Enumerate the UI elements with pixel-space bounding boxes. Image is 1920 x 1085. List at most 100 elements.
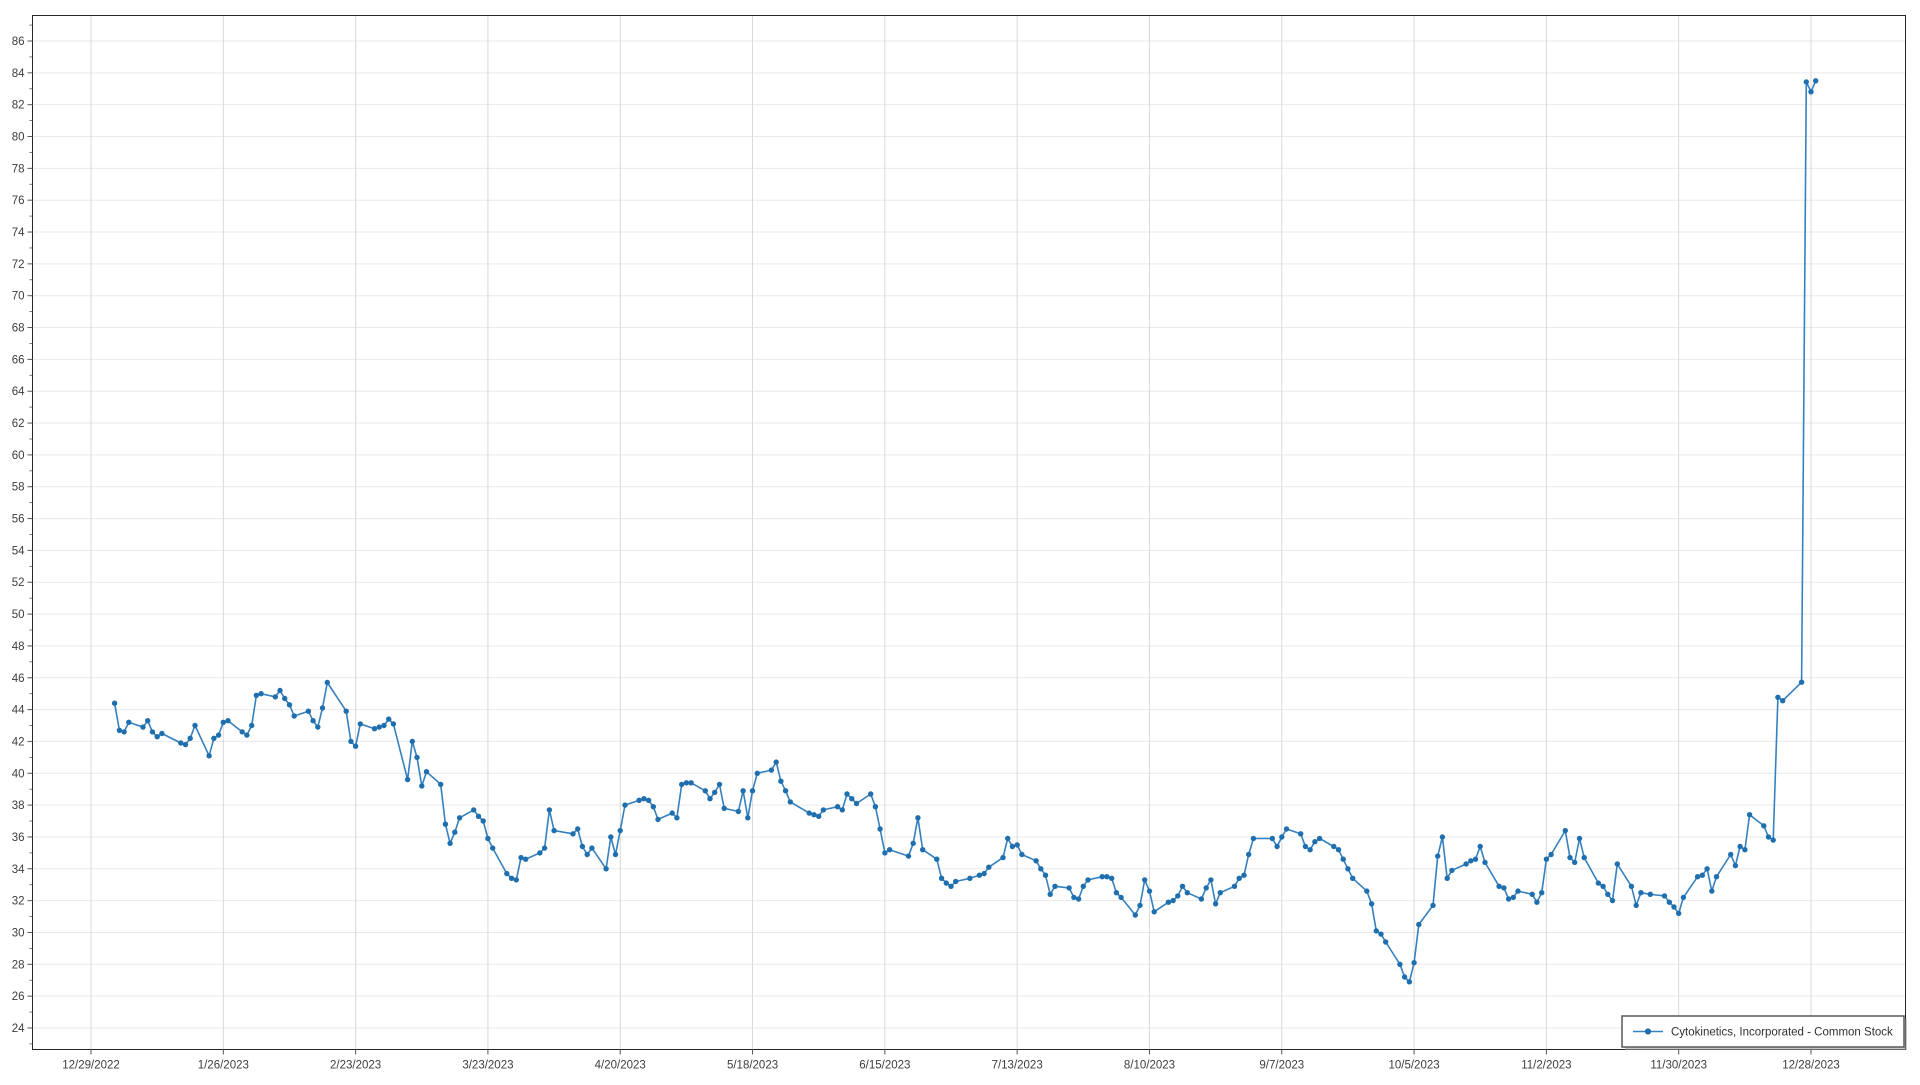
- data-point[interactable]: [1633, 902, 1639, 909]
- data-point[interactable]: [140, 724, 146, 730]
- data-point[interactable]: [1283, 826, 1290, 832]
- data-point[interactable]: [149, 729, 156, 735]
- data-point[interactable]: [1246, 851, 1252, 858]
- data-point[interactable]: [1704, 866, 1710, 872]
- data-point[interactable]: [1198, 896, 1205, 902]
- data-point[interactable]: [1217, 890, 1224, 896]
- data-point[interactable]: [116, 727, 123, 733]
- data-point[interactable]: [1080, 883, 1087, 889]
- data-point[interactable]: [485, 835, 491, 842]
- data-point[interactable]: [1368, 901, 1375, 907]
- data-point[interactable]: [442, 821, 449, 827]
- data-point[interactable]: [1208, 877, 1214, 883]
- data-point[interactable]: [310, 718, 316, 724]
- data-point[interactable]: [967, 875, 973, 881]
- data-point[interactable]: [546, 807, 553, 813]
- data-point[interactable]: [1146, 888, 1153, 894]
- data-point[interactable]: [910, 840, 916, 846]
- data-point[interactable]: [603, 866, 609, 872]
- data-point[interactable]: [324, 679, 330, 686]
- legend-box[interactable]: [1621, 1015, 1905, 1048]
- data-point[interactable]: [404, 776, 411, 783]
- data-point[interactable]: [1241, 872, 1247, 878]
- data-point[interactable]: [976, 872, 983, 878]
- data-point[interactable]: [1510, 894, 1517, 901]
- data-point[interactable]: [1614, 861, 1621, 867]
- data-point[interactable]: [721, 805, 727, 811]
- data-point[interactable]: [154, 734, 160, 740]
- data-point[interactable]: [376, 724, 382, 730]
- data-point[interactable]: [1085, 877, 1091, 883]
- data-point[interactable]: [749, 788, 756, 794]
- data-point[interactable]: [1534, 899, 1540, 905]
- data-point[interactable]: [1075, 896, 1082, 902]
- data-point[interactable]: [471, 807, 477, 813]
- data-point[interactable]: [1316, 835, 1323, 842]
- data-point[interactable]: [688, 780, 694, 786]
- data-point[interactable]: [1576, 835, 1583, 842]
- data-point[interactable]: [1628, 883, 1635, 889]
- data-point[interactable]: [1728, 851, 1734, 858]
- data-point[interactable]: [513, 877, 519, 883]
- data-point[interactable]: [1548, 851, 1554, 858]
- data-point[interactable]: [1142, 877, 1148, 883]
- data-point[interactable]: [1302, 843, 1309, 850]
- data-point[interactable]: [1279, 834, 1285, 840]
- data-point[interactable]: [1501, 885, 1507, 891]
- data-point[interactable]: [834, 804, 841, 810]
- data-point[interactable]: [1515, 888, 1521, 894]
- data-point[interactable]: [1052, 883, 1058, 889]
- data-point[interactable]: [206, 753, 212, 759]
- data-point[interactable]: [239, 729, 245, 735]
- data-point[interactable]: [1373, 928, 1380, 934]
- data-point[interactable]: [877, 826, 883, 832]
- data-point[interactable]: [1113, 890, 1120, 896]
- data-point[interactable]: [1350, 875, 1356, 881]
- data-point[interactable]: [1581, 854, 1587, 861]
- data-point[interactable]: [1312, 839, 1318, 845]
- data-point[interactable]: [390, 721, 397, 727]
- data-point[interactable]: [456, 815, 463, 821]
- data-point[interactable]: [409, 738, 415, 745]
- data-point[interactable]: [1435, 853, 1441, 859]
- data-point[interactable]: [1567, 854, 1573, 861]
- data-point[interactable]: [371, 726, 378, 732]
- data-point[interactable]: [1449, 867, 1455, 874]
- data-point[interactable]: [1165, 899, 1172, 905]
- data-point[interactable]: [920, 847, 926, 853]
- data-point[interactable]: [1005, 835, 1011, 842]
- data-point[interactable]: [1430, 902, 1436, 909]
- data-point[interactable]: [1600, 883, 1606, 889]
- data-point[interactable]: [1699, 872, 1706, 878]
- data-point[interactable]: [655, 816, 661, 823]
- data-point[interactable]: [272, 694, 278, 700]
- data-point[interactable]: [905, 853, 912, 859]
- data-point[interactable]: [348, 738, 354, 745]
- data-point[interactable]: [740, 788, 746, 794]
- data-point[interactable]: [1468, 858, 1474, 864]
- legend[interactable]: Cytokinetics, Incorporated - Common Stoc…: [1621, 1015, 1907, 1050]
- data-point[interactable]: [716, 781, 723, 788]
- data-point[interactable]: [1539, 890, 1545, 896]
- data-point[interactable]: [1798, 679, 1805, 685]
- data-point[interactable]: [1411, 960, 1417, 966]
- data-point[interactable]: [1378, 931, 1384, 937]
- data-point[interactable]: [1118, 894, 1124, 901]
- data-point[interactable]: [1543, 856, 1550, 862]
- data-point[interactable]: [480, 818, 486, 824]
- data-point[interactable]: [1109, 875, 1115, 881]
- data-point[interactable]: [844, 791, 850, 797]
- data-point[interactable]: [452, 829, 458, 835]
- data-point[interactable]: [683, 780, 690, 786]
- data-point[interactable]: [121, 729, 127, 735]
- data-point[interactable]: [1595, 880, 1602, 886]
- data-point[interactable]: [915, 815, 921, 821]
- data-point[interactable]: [679, 781, 685, 788]
- data-point[interactable]: [291, 713, 297, 719]
- data-point[interactable]: [277, 687, 283, 694]
- data-point[interactable]: [1666, 899, 1673, 905]
- data-point[interactable]: [357, 721, 363, 727]
- data-point[interactable]: [1066, 885, 1072, 891]
- data-point[interactable]: [1340, 856, 1346, 862]
- data-point[interactable]: [1397, 961, 1403, 967]
